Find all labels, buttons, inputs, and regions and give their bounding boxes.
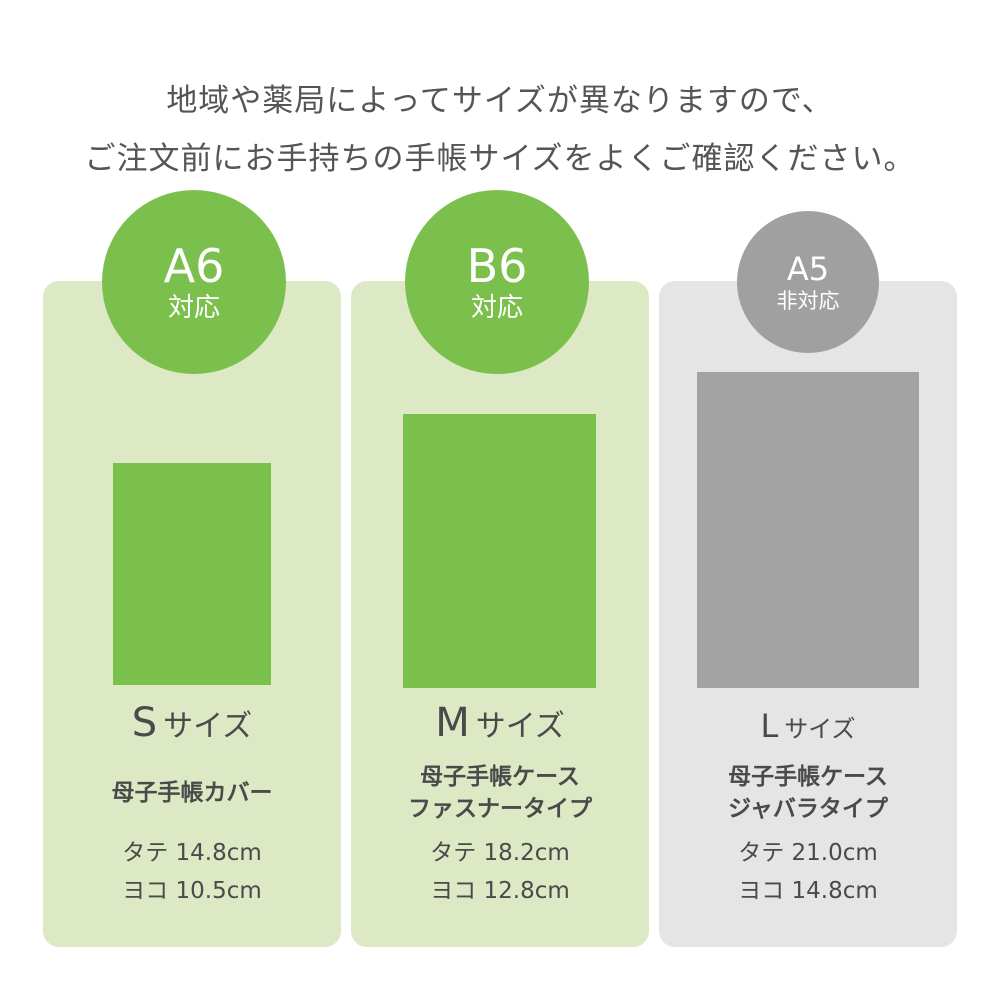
notice-text: 地域や薬局によってサイズが異なりますので、 ご注文前にお手持ちの手帳サイズをよく… [0,72,1000,188]
size-name-l: L サイズ [659,707,957,745]
size-letter: S [131,700,158,746]
product-line-1: 母子手帳ケース [728,763,888,790]
product-line-2: ファスナータイプ [408,795,592,822]
width-label: ヨコ 12.8cm [430,878,570,904]
notice-line-1: 地域や薬局によってサイズが異なりますので、 [166,83,834,119]
size-badge-a5: A5 非対応 [737,211,879,353]
width-label: ヨコ 14.8cm [738,878,878,904]
size-badge-b6: B6 対応 [405,190,589,374]
badge-support-label: 対応 [470,293,523,323]
badge-size-code: A6 [163,239,225,293]
booklet-shape-m [403,414,596,688]
product-line-1: 母子手帳カバー [111,779,273,806]
size-suffix: サイズ [163,709,253,744]
product-name-l: 母子手帳ケース ジャバラタイプ [659,761,957,825]
width-label: ヨコ 10.5cm [122,878,262,904]
badge-support-label: 対応 [167,293,220,323]
height-label: タテ 21.0cm [738,840,878,866]
dimensions-m: タテ 18.2cm ヨコ 12.8cm [351,834,649,910]
product-line-2: ジャバラタイプ [728,795,888,822]
badge-size-code: B6 [466,239,528,293]
notice-line-2: ご注文前にお手持ちの手帳サイズをよくご確認ください。 [84,141,916,177]
height-label: タテ 14.8cm [122,840,262,866]
product-name-s: 母子手帳カバー [43,777,341,809]
dimensions-s: タテ 14.8cm ヨコ 10.5cm [43,834,341,910]
size-name-m: M サイズ [351,700,649,746]
size-name-s: S サイズ [43,700,341,746]
booklet-shape-l [697,372,919,688]
size-suffix: サイズ [784,715,856,743]
booklet-shape-s [113,463,271,685]
badge-size-code: A5 [786,249,830,288]
dimensions-l: タテ 21.0cm ヨコ 14.8cm [659,834,957,910]
size-suffix: サイズ [475,709,565,744]
product-line-1: 母子手帳ケース [420,763,580,790]
size-letter: L [760,707,779,745]
product-name-m: 母子手帳ケース ファスナータイプ [351,761,649,825]
size-letter: M [435,700,470,746]
height-label: タテ 18.2cm [430,840,570,866]
badge-support-label: 非対応 [776,288,840,313]
size-badge-a6: A6 対応 [102,190,286,374]
